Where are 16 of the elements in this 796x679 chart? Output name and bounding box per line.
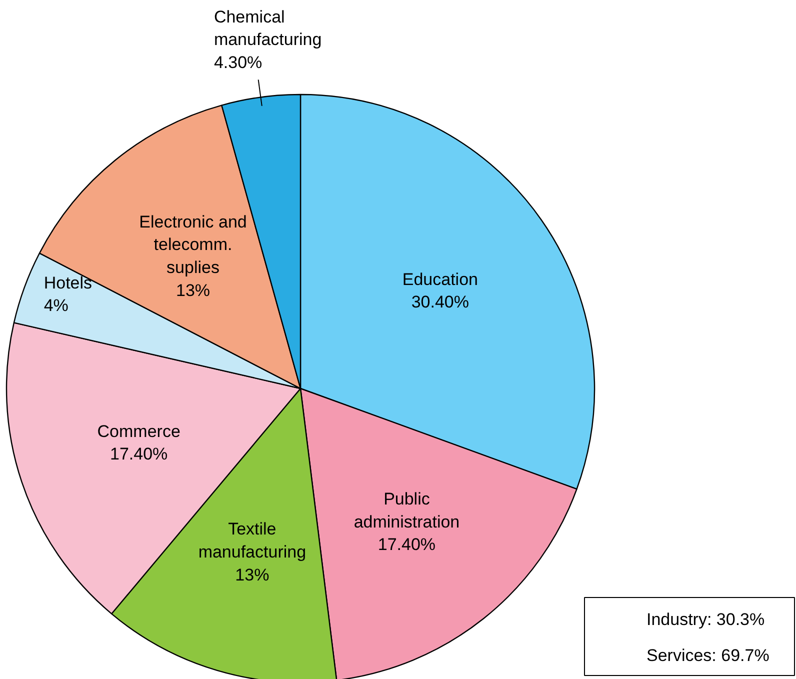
- slice-label: Chemical manufacturing: [214, 7, 322, 50]
- slice-label: Commerce: [97, 422, 180, 441]
- data-label: 17.40%: [110, 444, 168, 464]
- slice-label: Hotels: [44, 273, 92, 292]
- text: Services: 69.7%: [646, 646, 770, 665]
- data-label: 30.40%: [411, 292, 470, 312]
- data-label: 4%: [44, 296, 68, 316]
- data-label: 4.30%: [214, 52, 262, 72]
- slice-label: Public administration: [354, 490, 460, 532]
- data-label: 13%: [176, 280, 210, 300]
- data-label: 17.40%: [378, 535, 436, 554]
- data-label: 13%: [235, 565, 270, 584]
- text: Industry: 30.3%: [646, 610, 765, 629]
- slice-label: Education: [402, 270, 478, 289]
- slice-label: Textile manufacturing: [198, 520, 306, 562]
- slice-label: Electronic and telecomm. suplies: [139, 212, 247, 278]
